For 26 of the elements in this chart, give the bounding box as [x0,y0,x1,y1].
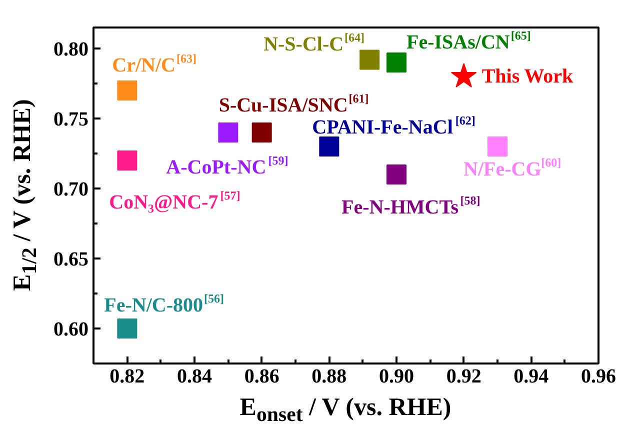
point [386,52,406,72]
y-tick-label: 0.80 [54,38,88,60]
y-tick-label: 0.65 [54,248,88,270]
point [117,318,138,338]
x-tick-label: 0.82 [110,366,145,388]
point [117,150,138,170]
x-tick-label: 0.92 [446,366,482,388]
series-label: This Work [482,66,574,88]
x-tick-label: 0.90 [379,366,414,388]
point [218,122,238,142]
x-tick-label: 0.88 [312,366,347,388]
point [386,164,406,184]
point [319,136,340,156]
x-tick-label: 0.84 [177,366,212,388]
x-tick-label: 0.94 [514,366,549,388]
y-tick-label: 0.60 [54,318,88,340]
point [488,136,508,156]
x-tick-label: 0.96 [581,366,616,388]
point [360,50,380,70]
y-tick-label: 0.70 [54,178,88,200]
point [450,63,477,88]
y-tick-label: 0.75 [54,108,88,130]
x-tick-label: 0.86 [244,366,280,388]
point [252,122,272,142]
x-axis-title: E$_{onset}$ / V (vs. RHE) [240,394,452,426]
point [117,80,138,100]
